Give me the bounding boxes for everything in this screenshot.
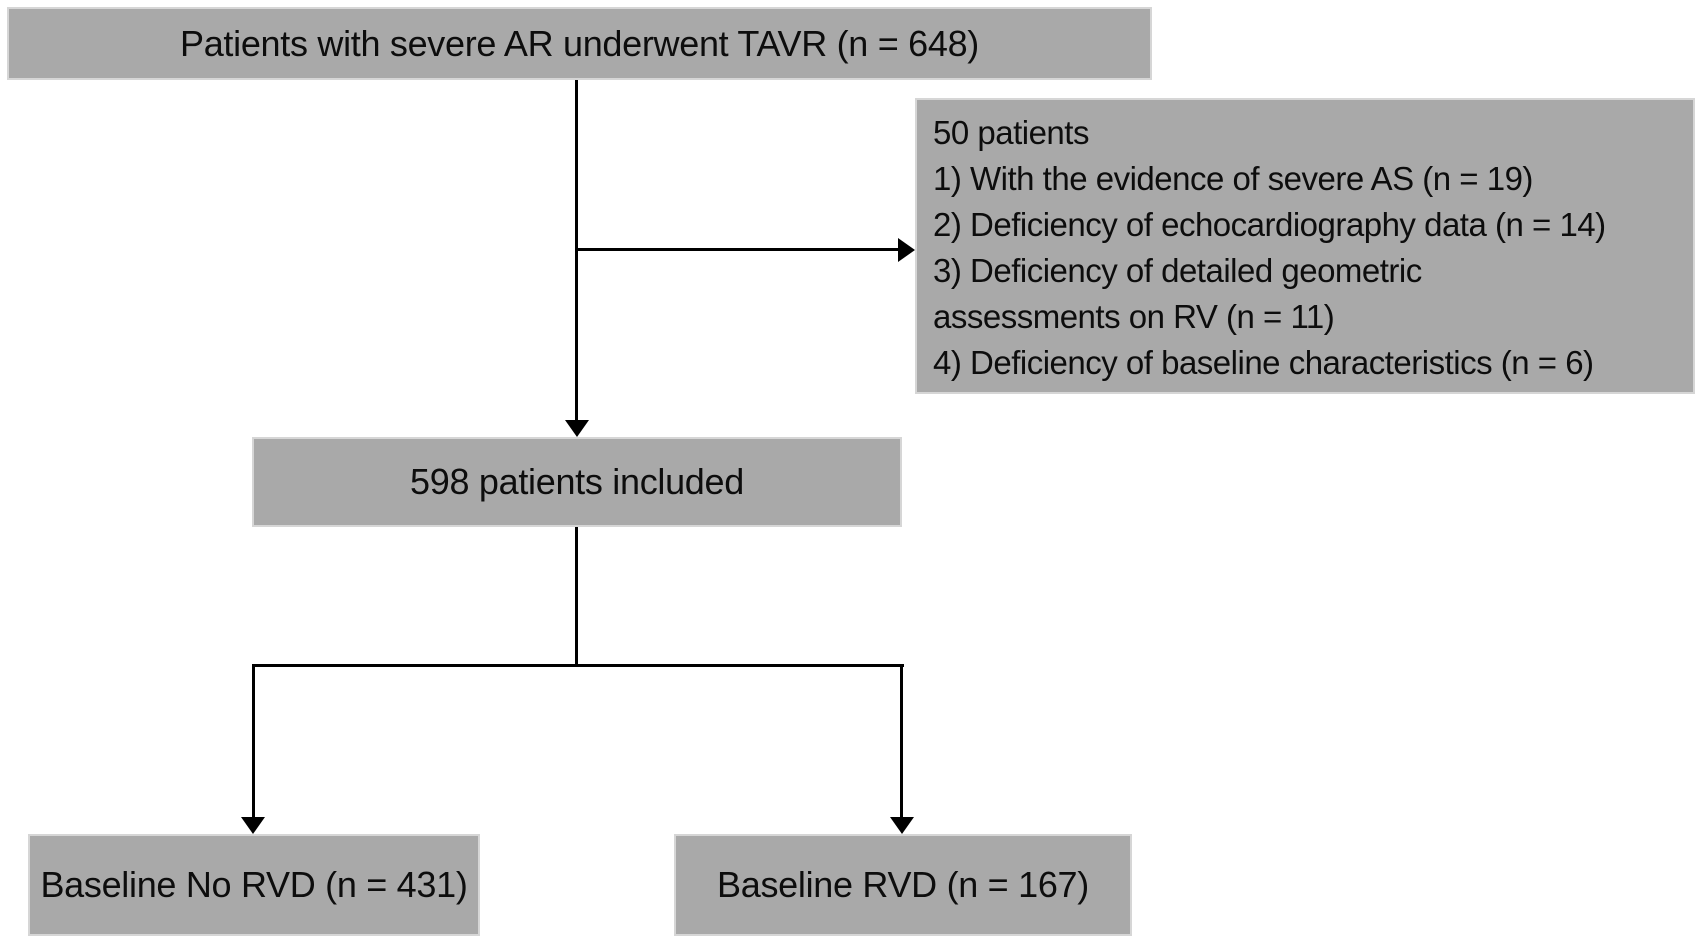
exclusion-line-header: 50 patients — [933, 114, 1089, 151]
box-included-patients-label: 598 patients included — [410, 461, 744, 503]
exclusion-line-rv-geometry-2: assessments on RV (n = 11) — [933, 298, 1335, 335]
down-arrowhead-included — [565, 420, 589, 437]
connector-branch-horizontal — [252, 664, 904, 667]
connector-branch-left — [252, 664, 255, 819]
exclusion-line-rv-geometry-1: 3) Deficiency of detailed geometric — [933, 252, 1422, 289]
connector-to-exclusions — [577, 248, 901, 251]
box-total-patients: Patients with severe AR underwent TAVR (… — [7, 7, 1152, 80]
down-arrowhead-rvd — [890, 817, 914, 834]
box-baseline-rvd: Baseline RVD (n = 167) — [674, 834, 1132, 936]
box-included-patients: 598 patients included — [252, 437, 902, 527]
box-baseline-no-rvd: Baseline No RVD (n = 431) — [28, 834, 480, 936]
connector-branch-right — [900, 664, 903, 819]
box-baseline-no-rvd-label: Baseline No RVD (n = 431) — [40, 864, 468, 906]
box-baseline-rvd-label: Baseline RVD (n = 167) — [717, 864, 1089, 906]
exclusion-line-echo-data: 2) Deficiency of echocardiography data (… — [933, 206, 1606, 243]
box-exclusions: 50 patients 1) With the evidence of seve… — [915, 98, 1695, 394]
connector-top-to-included — [575, 80, 578, 423]
right-arrowhead-exclusions — [898, 238, 915, 262]
exclusion-line-baseline: 4) Deficiency of baseline characteristic… — [933, 344, 1594, 381]
connector-included-to-branch — [575, 527, 578, 667]
box-total-patients-label: Patients with severe AR underwent TAVR (… — [179, 22, 979, 64]
exclusion-line-severe-as: 1) With the evidence of severe AS (n = 1… — [933, 160, 1533, 197]
down-arrowhead-no-rvd — [241, 817, 265, 834]
